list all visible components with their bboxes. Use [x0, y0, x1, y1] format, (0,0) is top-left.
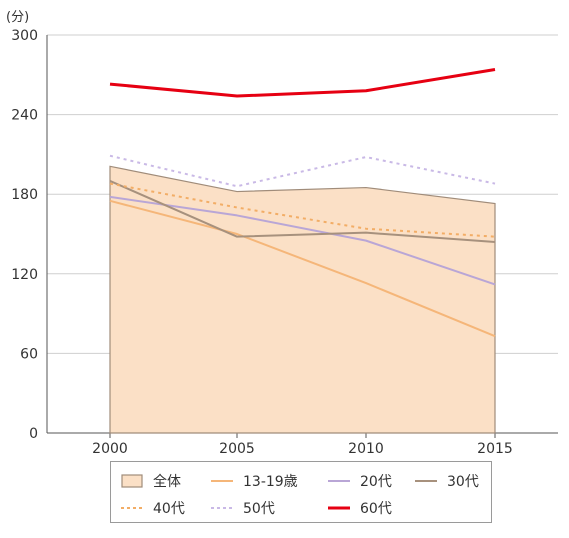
- legend-label: 40代: [153, 501, 185, 517]
- y-axis-unit-label: (分): [6, 10, 30, 25]
- legend-swatch: [415, 480, 437, 482]
- legend-item: 30代: [413, 471, 479, 491]
- legend-label: 30代: [447, 474, 479, 490]
- legend-label: 13-19歳: [243, 474, 298, 490]
- legend-swatch: [211, 480, 233, 482]
- y-tick-label: 0: [29, 426, 38, 442]
- legend-item: 全体: [119, 471, 181, 491]
- y-tick-label: 300: [11, 28, 38, 44]
- x-tick-label: 2005: [219, 441, 255, 457]
- x-tick-label: 2000: [92, 441, 128, 457]
- series-6-line: [109, 68, 496, 98]
- series-4-line: [109, 182, 496, 238]
- series-0-area: [109, 165, 496, 434]
- x-tick-label: 2015: [477, 441, 513, 457]
- series-3-line: [109, 180, 496, 243]
- legend-item: 60代: [326, 498, 392, 518]
- legend-item: 13-19歳: [209, 471, 298, 491]
- legend-label: 60代: [360, 501, 392, 517]
- legend-swatch: [328, 480, 350, 482]
- legend-item: 20代: [326, 471, 392, 491]
- legend-label: 20代: [360, 474, 392, 490]
- y-tick-label: 60: [20, 346, 38, 362]
- legend-item: 40代: [119, 498, 185, 518]
- series-5-line: [109, 154, 496, 188]
- legend-swatch: [121, 507, 143, 509]
- legend-swatch-rect: [121, 474, 143, 488]
- y-tick-label: 240: [11, 108, 38, 124]
- series-2-line: [109, 195, 496, 286]
- legend-swatch: [328, 506, 350, 510]
- y-tick-label: 180: [11, 187, 38, 203]
- legend-label: 50代: [243, 501, 275, 517]
- legend-swatch: [121, 474, 143, 488]
- legend-label: 全体: [153, 474, 181, 490]
- legend-swatch: [211, 507, 233, 509]
- x-tick-label: 2010: [348, 441, 384, 457]
- series-1-line: [109, 199, 496, 338]
- chart-legend: 全体 13-19歳 20代 30代 40代 50代 60代: [110, 461, 492, 523]
- y-tick-label: 120: [11, 267, 38, 283]
- legend-item: 50代: [209, 498, 275, 518]
